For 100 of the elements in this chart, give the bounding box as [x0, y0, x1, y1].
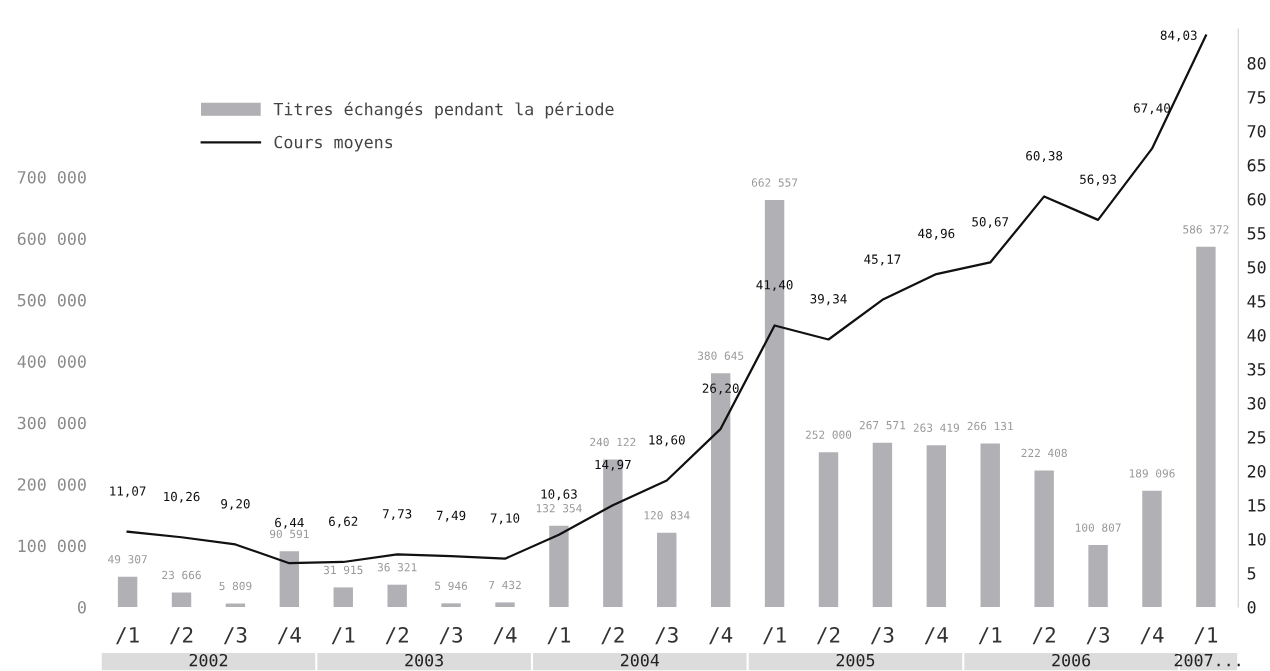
y2-tick-label: 40	[1247, 329, 1266, 342]
data-label: 132 354	[536, 504, 582, 513]
y2-tick-label: 65	[1247, 159, 1266, 172]
data-label: 222 408	[1021, 448, 1067, 458]
x-tick-label: /1	[763, 627, 786, 645]
data-label: 263 419	[913, 423, 959, 432]
bar	[872, 442, 893, 607]
y-tick-label: 0	[77, 601, 86, 614]
legend-label: Titres échangés pendant la période	[273, 101, 614, 119]
bar	[495, 602, 515, 607]
data-label: 23 666	[162, 570, 201, 580]
data-label: 18,60	[649, 435, 685, 447]
data-label: 5 946	[435, 581, 468, 591]
data-label: 586 372	[1183, 225, 1229, 234]
x-tick-label: /4	[277, 627, 301, 645]
y2-tick-label: 75	[1247, 91, 1266, 104]
data-label: 100 807	[1075, 523, 1121, 532]
data-label: 662 557	[751, 178, 798, 187]
data-label: 39,34	[810, 294, 847, 306]
y2-tick-label: 45	[1247, 295, 1266, 308]
data-label: 380 645	[698, 351, 744, 360]
text: 2006	[1052, 653, 1091, 667]
bar	[1034, 470, 1054, 607]
bar	[225, 603, 246, 607]
y-tick-label: 600 000	[17, 232, 86, 246]
data-label: 36 321	[377, 563, 417, 572]
x-tick-label: /2	[601, 626, 624, 645]
y2-tick-label: 15	[1248, 499, 1266, 512]
text: 2004	[620, 653, 660, 667]
bar	[980, 443, 1000, 607]
bar	[926, 445, 947, 607]
text: 2003	[405, 653, 443, 667]
data-label: 31 915	[323, 565, 363, 575]
data-label: 7,49	[436, 510, 466, 522]
bar	[1088, 545, 1108, 607]
data-label: 67,40	[1133, 103, 1170, 115]
data-label: 10,63	[541, 489, 577, 501]
y2-tick-label: 20	[1247, 465, 1266, 478]
y2-tick-label: 25	[1247, 431, 1266, 444]
data-label: 10,26	[164, 491, 200, 503]
x-tick-label: /4	[493, 627, 517, 645]
y2-tick-label: 35	[1247, 363, 1266, 376]
data-label: 45,17	[864, 254, 901, 266]
y2-tick-label: 80	[1247, 57, 1266, 70]
y-tick-label: 400 000	[17, 355, 86, 368]
data-label: 5 809	[219, 581, 252, 591]
data-label: 7,10	[490, 513, 520, 525]
data-label: 60,38	[1026, 151, 1063, 163]
data-label: 14,97	[595, 459, 631, 471]
y2-tick-label: 60	[1247, 193, 1266, 206]
x-tick-label: /4	[924, 627, 948, 645]
bar	[657, 532, 677, 607]
x-tick-label: /4	[709, 627, 733, 645]
y2-tick-label: 0	[1247, 601, 1256, 614]
x-tick-label: /3	[870, 626, 894, 645]
y-tick-label: 700 000	[17, 171, 86, 184]
bar	[549, 525, 569, 607]
x-tick-label: /3	[223, 626, 247, 645]
x-tick-label: /4	[1140, 627, 1164, 645]
x-tick-label: /3	[439, 626, 463, 645]
data-label: 90 591	[269, 529, 309, 539]
y2-tick-label: 50	[1247, 261, 1266, 274]
y-tick-label: 200 000	[17, 478, 86, 491]
y-tick-label: 500 000	[17, 293, 86, 307]
data-label: 6,62	[329, 516, 358, 528]
x-tick-label: /1	[1194, 627, 1218, 645]
data-label: 9,20	[221, 499, 250, 511]
data-label: 56,93	[1080, 174, 1116, 186]
text: 2007...	[1174, 653, 1240, 667]
bar	[1196, 246, 1216, 607]
y2-tick-label: 30	[1247, 397, 1266, 410]
bar	[387, 584, 407, 607]
y-tick-label: 300 000	[17, 416, 86, 430]
bar	[333, 587, 353, 607]
bar	[1142, 490, 1162, 607]
data-label: 266 131	[967, 421, 1013, 431]
y2-tick-label: 70	[1247, 125, 1266, 138]
x-tick-label: /2	[170, 626, 193, 645]
data-label: 84,03	[1160, 30, 1197, 42]
bar	[818, 452, 839, 607]
x-tick-label: /2	[1032, 626, 1055, 645]
data-label: 252 000	[805, 430, 852, 439]
data-label: 11,07	[110, 486, 146, 498]
x-tick-label: /2	[385, 626, 408, 645]
data-label: 49 307	[108, 555, 147, 564]
y2-tick-label: 5	[1247, 567, 1256, 580]
data-label: 7 432	[489, 580, 521, 590]
text: 2002	[189, 653, 228, 667]
data-label: 6,44	[275, 517, 304, 529]
x-tick-label: /1	[978, 627, 1002, 645]
data-label: 189 096	[1129, 469, 1175, 478]
data-label: 26,20	[702, 383, 739, 395]
bar	[279, 551, 300, 607]
x-tick-label: /2	[816, 626, 840, 645]
x-tick-label: /1	[331, 627, 355, 645]
text: 2005	[836, 653, 875, 667]
y-tick-label: 100 000	[18, 539, 86, 553]
legend-label: Cours moyens	[274, 135, 393, 152]
x-tick-label: /1	[547, 627, 571, 645]
data-label: 41,40	[756, 280, 793, 292]
